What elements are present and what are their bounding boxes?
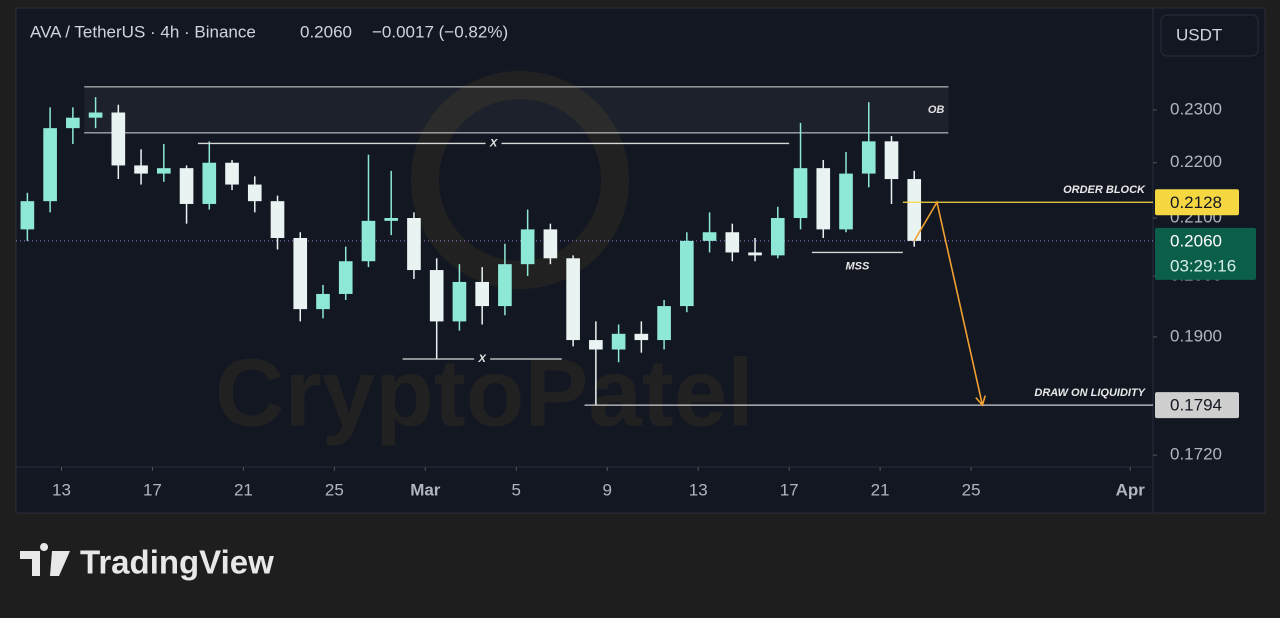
candle-body: [884, 141, 899, 180]
level-label-bg: [485, 136, 502, 151]
x-tick-label: 21: [871, 480, 890, 499]
candle-body: [88, 112, 103, 118]
x-tick-label: 17: [143, 480, 162, 499]
candle-body: [293, 237, 308, 310]
price-label: 0.2128: [1170, 193, 1222, 212]
candle-body: [634, 333, 649, 341]
candle-body: [429, 270, 444, 322]
candle-body: [475, 281, 489, 307]
candle-body: [589, 340, 603, 350]
candle-body: [520, 229, 535, 265]
brand-logo: [20, 543, 70, 576]
candle-body: [680, 240, 694, 307]
plot-area: OB X X MSS ORDER BLOCK DRAW ON LIQUIDITY: [16, 86, 1153, 407]
x-tick-label: 21: [234, 480, 253, 499]
candle-body: [839, 173, 853, 230]
candle-body: [270, 201, 285, 238]
watermark-logo: [411, 71, 629, 289]
price-label: 0.1794: [1170, 396, 1222, 415]
level-label: DRAW ON LIQUIDITY: [1034, 387, 1146, 399]
symbol-title: AVA / TetherUS · 4h · Binance: [30, 22, 256, 41]
projection-path: [913, 200, 984, 406]
candle-body: [156, 168, 171, 174]
level-label: X: [477, 353, 486, 365]
header-change: −0.0017 (−0.82%): [372, 22, 508, 41]
candle-body: [907, 179, 922, 241]
last-price-label: 0.2060: [1170, 231, 1222, 250]
x-tick-label: 25: [962, 480, 981, 499]
y-tick-label: 0.1900: [1170, 326, 1222, 345]
candle-body: [702, 232, 717, 241]
y-tick-label: 0.2200: [1170, 152, 1222, 171]
price-label-box: [1155, 189, 1239, 216]
candle-body: [725, 232, 740, 253]
candle-body: [361, 220, 376, 262]
candle-body: [611, 333, 626, 350]
x-tick-label: 17: [780, 480, 799, 499]
candle-body: [566, 258, 580, 341]
candle-body: [202, 162, 217, 204]
chart-panel: [15, 7, 1266, 514]
candle-body: [338, 261, 353, 294]
candle-body: [384, 218, 399, 221]
currency-button[interactable]: [1160, 14, 1259, 57]
ob-zone: [84, 86, 949, 133]
x-tick-label: Mar: [410, 480, 441, 499]
x-tick-label: Apr: [1116, 480, 1146, 499]
candle-body: [861, 141, 876, 174]
ob-label: OB: [928, 104, 945, 116]
candle-body: [225, 162, 239, 185]
candle-body: [770, 218, 785, 256]
currency-label[interactable]: USDT: [1176, 25, 1222, 44]
last-price-box: [1155, 227, 1256, 280]
level-label: X: [489, 137, 498, 149]
candle-body: [179, 168, 194, 204]
level-label: ORDER BLOCK: [1063, 184, 1146, 196]
y-tick-label: 0.1720: [1170, 445, 1222, 464]
x-tick-label: 25: [325, 480, 344, 499]
candle-body: [748, 252, 762, 256]
level-label: MSS: [845, 260, 870, 272]
candle-body: [793, 168, 808, 219]
price-label-box: [1155, 392, 1239, 419]
candle-body: [111, 112, 126, 166]
candle-body: [134, 165, 148, 174]
header-price: 0.2060: [300, 22, 352, 41]
candle-body: [816, 168, 831, 230]
x-tick-label: 13: [689, 480, 708, 499]
countdown: 03:29:16: [1170, 256, 1236, 275]
candle-body: [452, 281, 467, 322]
candle-body: [407, 218, 421, 271]
y-tick-label: 0.2300: [1170, 99, 1222, 118]
candle-body: [543, 229, 558, 259]
candle-body: [20, 201, 35, 230]
projection-arrowhead: [975, 395, 986, 407]
candle-body: [66, 117, 80, 129]
brand-name: TradingView: [80, 544, 274, 581]
candle-body: [498, 264, 512, 307]
x-tick-label: 9: [603, 480, 612, 499]
candle-body: [316, 293, 330, 310]
candle-body: [247, 184, 262, 202]
candle-body: [43, 128, 57, 202]
level-label-bg: [474, 352, 491, 367]
x-tick-label: 5: [512, 480, 521, 499]
x-tick-label: 13: [52, 480, 71, 499]
candle-body: [657, 306, 671, 341]
